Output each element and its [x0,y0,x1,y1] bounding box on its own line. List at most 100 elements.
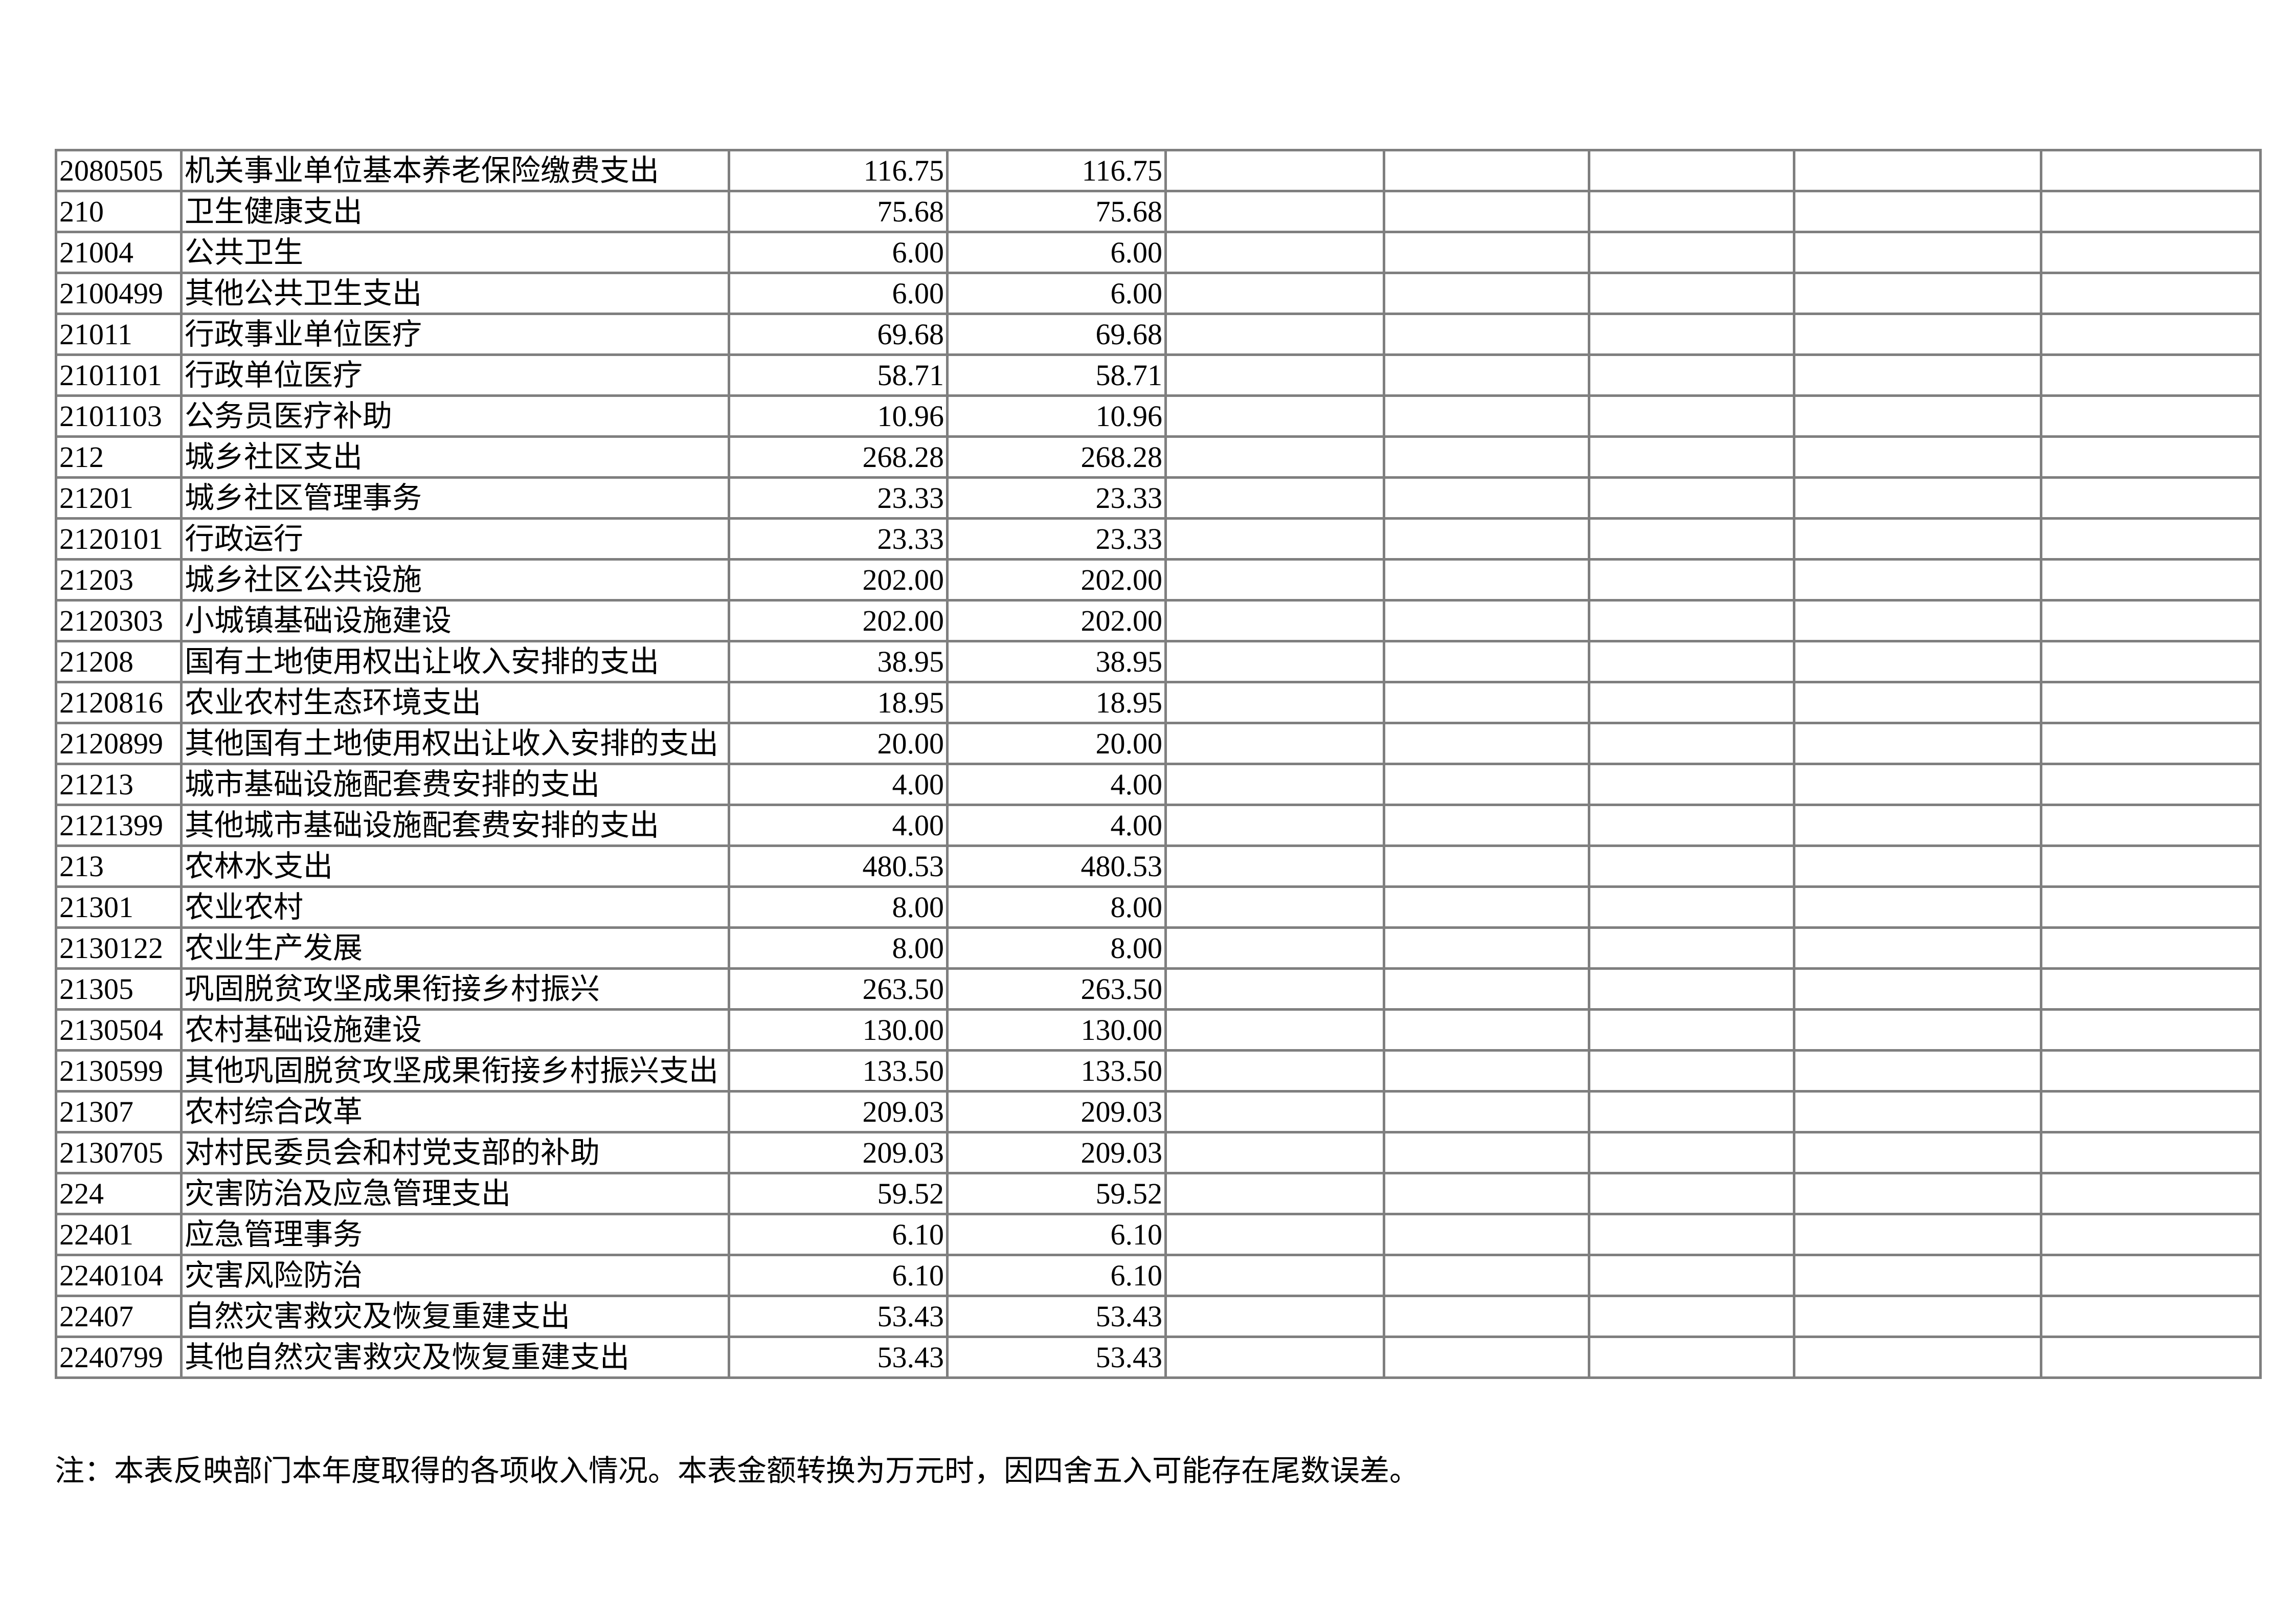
empty-cell [1164,1172,1385,1215]
amount-basic-cell: 209.03 [946,1090,1167,1133]
code-cell: 2130705 [55,1131,183,1174]
empty-cell [1588,885,1795,929]
table-row: 2240104 灾害风险防治 6.10 6.10 [55,1254,2262,1297]
table-row: 2080505 机关事业单位基本养老保险缴费支出 116.75 116.75 [55,149,2262,192]
table-row: 21213 城市基础设施配套费安排的支出 4.00 4.00 [55,763,2262,806]
amount-basic-cell: 268.28 [946,435,1167,479]
empty-cell [1164,722,1385,765]
empty-cell [1383,231,1590,274]
empty-cell [1164,1213,1385,1256]
table-row: 21203 城乡社区公共设施 202.00 202.00 [55,558,2262,602]
table-row: 21201 城乡社区管理事务 23.33 23.33 [55,476,2262,520]
amount-total-cell: 268.28 [728,435,949,479]
empty-cell [1164,272,1385,315]
empty-cell [1164,1295,1385,1338]
empty-cell [1793,1008,2042,1052]
amount-total-cell: 10.96 [728,394,949,438]
table-row: 213 农林水支出 480.53 480.53 [55,844,2262,888]
empty-cell [1164,517,1385,561]
empty-cell [2040,967,2262,1011]
table-row: 212 城乡社区支出 268.28 268.28 [55,435,2262,479]
empty-cell [1588,558,1795,602]
amount-total-cell: 6.00 [728,231,949,274]
empty-cell [1164,804,1385,847]
amount-basic-cell: 6.00 [946,231,1167,274]
amount-total-cell: 18.95 [728,681,949,724]
table-row: 22401 应急管理事务 6.10 6.10 [55,1213,2262,1256]
empty-cell [1383,558,1590,602]
empty-cell [1164,1131,1385,1174]
name-cell: 公务员医疗补助 [180,394,730,438]
empty-cell [2040,1131,2262,1174]
code-cell: 2120101 [55,517,183,561]
code-cell: 213 [55,844,183,888]
amount-total-cell: 209.03 [728,1131,949,1174]
empty-cell [1588,681,1795,724]
empty-cell [1588,1172,1795,1215]
empty-cell [2040,435,2262,479]
empty-cell [1793,272,2042,315]
amount-basic-cell: 23.33 [946,476,1167,520]
empty-cell [2040,558,2262,602]
empty-cell [2040,885,2262,929]
table-row: 22407 自然灾害救灾及恢复重建支出 53.43 53.43 [55,1295,2262,1338]
empty-cell [1793,353,2042,397]
empty-cell [1793,149,2042,192]
amount-total-cell: 53.43 [728,1295,949,1338]
empty-cell [1164,1090,1385,1133]
table-row: 2240799 其他自然灾害救灾及恢复重建支出 53.43 53.43 [55,1336,2262,1379]
table-row: 21004 公共卫生 6.00 6.00 [55,231,2262,274]
table-row: 2121399 其他城市基础设施配套费安排的支出 4.00 4.00 [55,804,2262,847]
empty-cell [2040,272,2262,315]
empty-cell [1793,1213,2042,1256]
code-cell: 2240799 [55,1336,183,1379]
empty-cell [1793,599,2042,642]
table-body: 2080505 机关事业单位基本养老保险缴费支出 116.75 116.75 210 卫生… [55,149,2262,1379]
empty-cell [2040,1090,2262,1133]
empty-cell [2040,926,2262,970]
empty-cell [2040,517,2262,561]
empty-cell [1793,558,2042,602]
amount-total-cell: 133.50 [728,1049,949,1093]
empty-cell [1164,1336,1385,1379]
empty-cell [1793,885,2042,929]
code-cell: 224 [55,1172,183,1215]
empty-cell [1383,1172,1590,1215]
code-cell: 21201 [55,476,183,520]
table-row: 2120101 行政运行 23.33 23.33 [55,517,2262,561]
empty-cell [1588,313,1795,356]
table-row: 2120303 小城镇基础设施建设 202.00 202.00 [55,599,2262,642]
name-cell: 城市基础设施配套费安排的支出 [180,763,730,806]
empty-cell [1588,967,1795,1011]
empty-cell [1383,1131,1590,1174]
code-cell: 2130504 [55,1008,183,1052]
amount-total-cell: 130.00 [728,1008,949,1052]
amount-basic-cell: 53.43 [946,1295,1167,1338]
empty-cell [2040,763,2262,806]
name-cell: 卫生健康支出 [180,190,730,233]
empty-cell [1164,885,1385,929]
empty-cell [2040,681,2262,724]
table-note: 注：本表反映部门本年度取得的各项收入情况。本表金额转换为万元时，因四舍五入可能存… [55,1454,1420,1487]
empty-cell [1793,435,2042,479]
empty-cell [1383,517,1590,561]
amount-total-cell: 209.03 [728,1090,949,1133]
table-row: 21011 行政事业单位医疗 69.68 69.68 [55,313,2262,356]
amount-total-cell: 53.43 [728,1336,949,1379]
amount-total-cell: 6.10 [728,1213,949,1256]
code-cell: 2120899 [55,722,183,765]
empty-cell [1383,885,1590,929]
empty-cell [1383,190,1590,233]
empty-cell [1383,681,1590,724]
table-row: 2100499 其他公共卫生支出 6.00 6.00 [55,272,2262,315]
table-row: 2120899 其他国有土地使用权出让收入安排的支出 20.00 20.00 [55,722,2262,765]
amount-basic-cell: 53.43 [946,1336,1167,1379]
empty-cell [1793,681,2042,724]
code-cell: 21011 [55,313,183,356]
code-cell: 22407 [55,1295,183,1338]
table-row: 2101101 行政单位医疗 58.71 58.71 [55,353,2262,397]
amount-basic-cell: 133.50 [946,1049,1167,1093]
name-cell: 农业农村生态环境支出 [180,681,730,724]
amount-total-cell: 38.95 [728,640,949,683]
code-cell: 2120303 [55,599,183,642]
